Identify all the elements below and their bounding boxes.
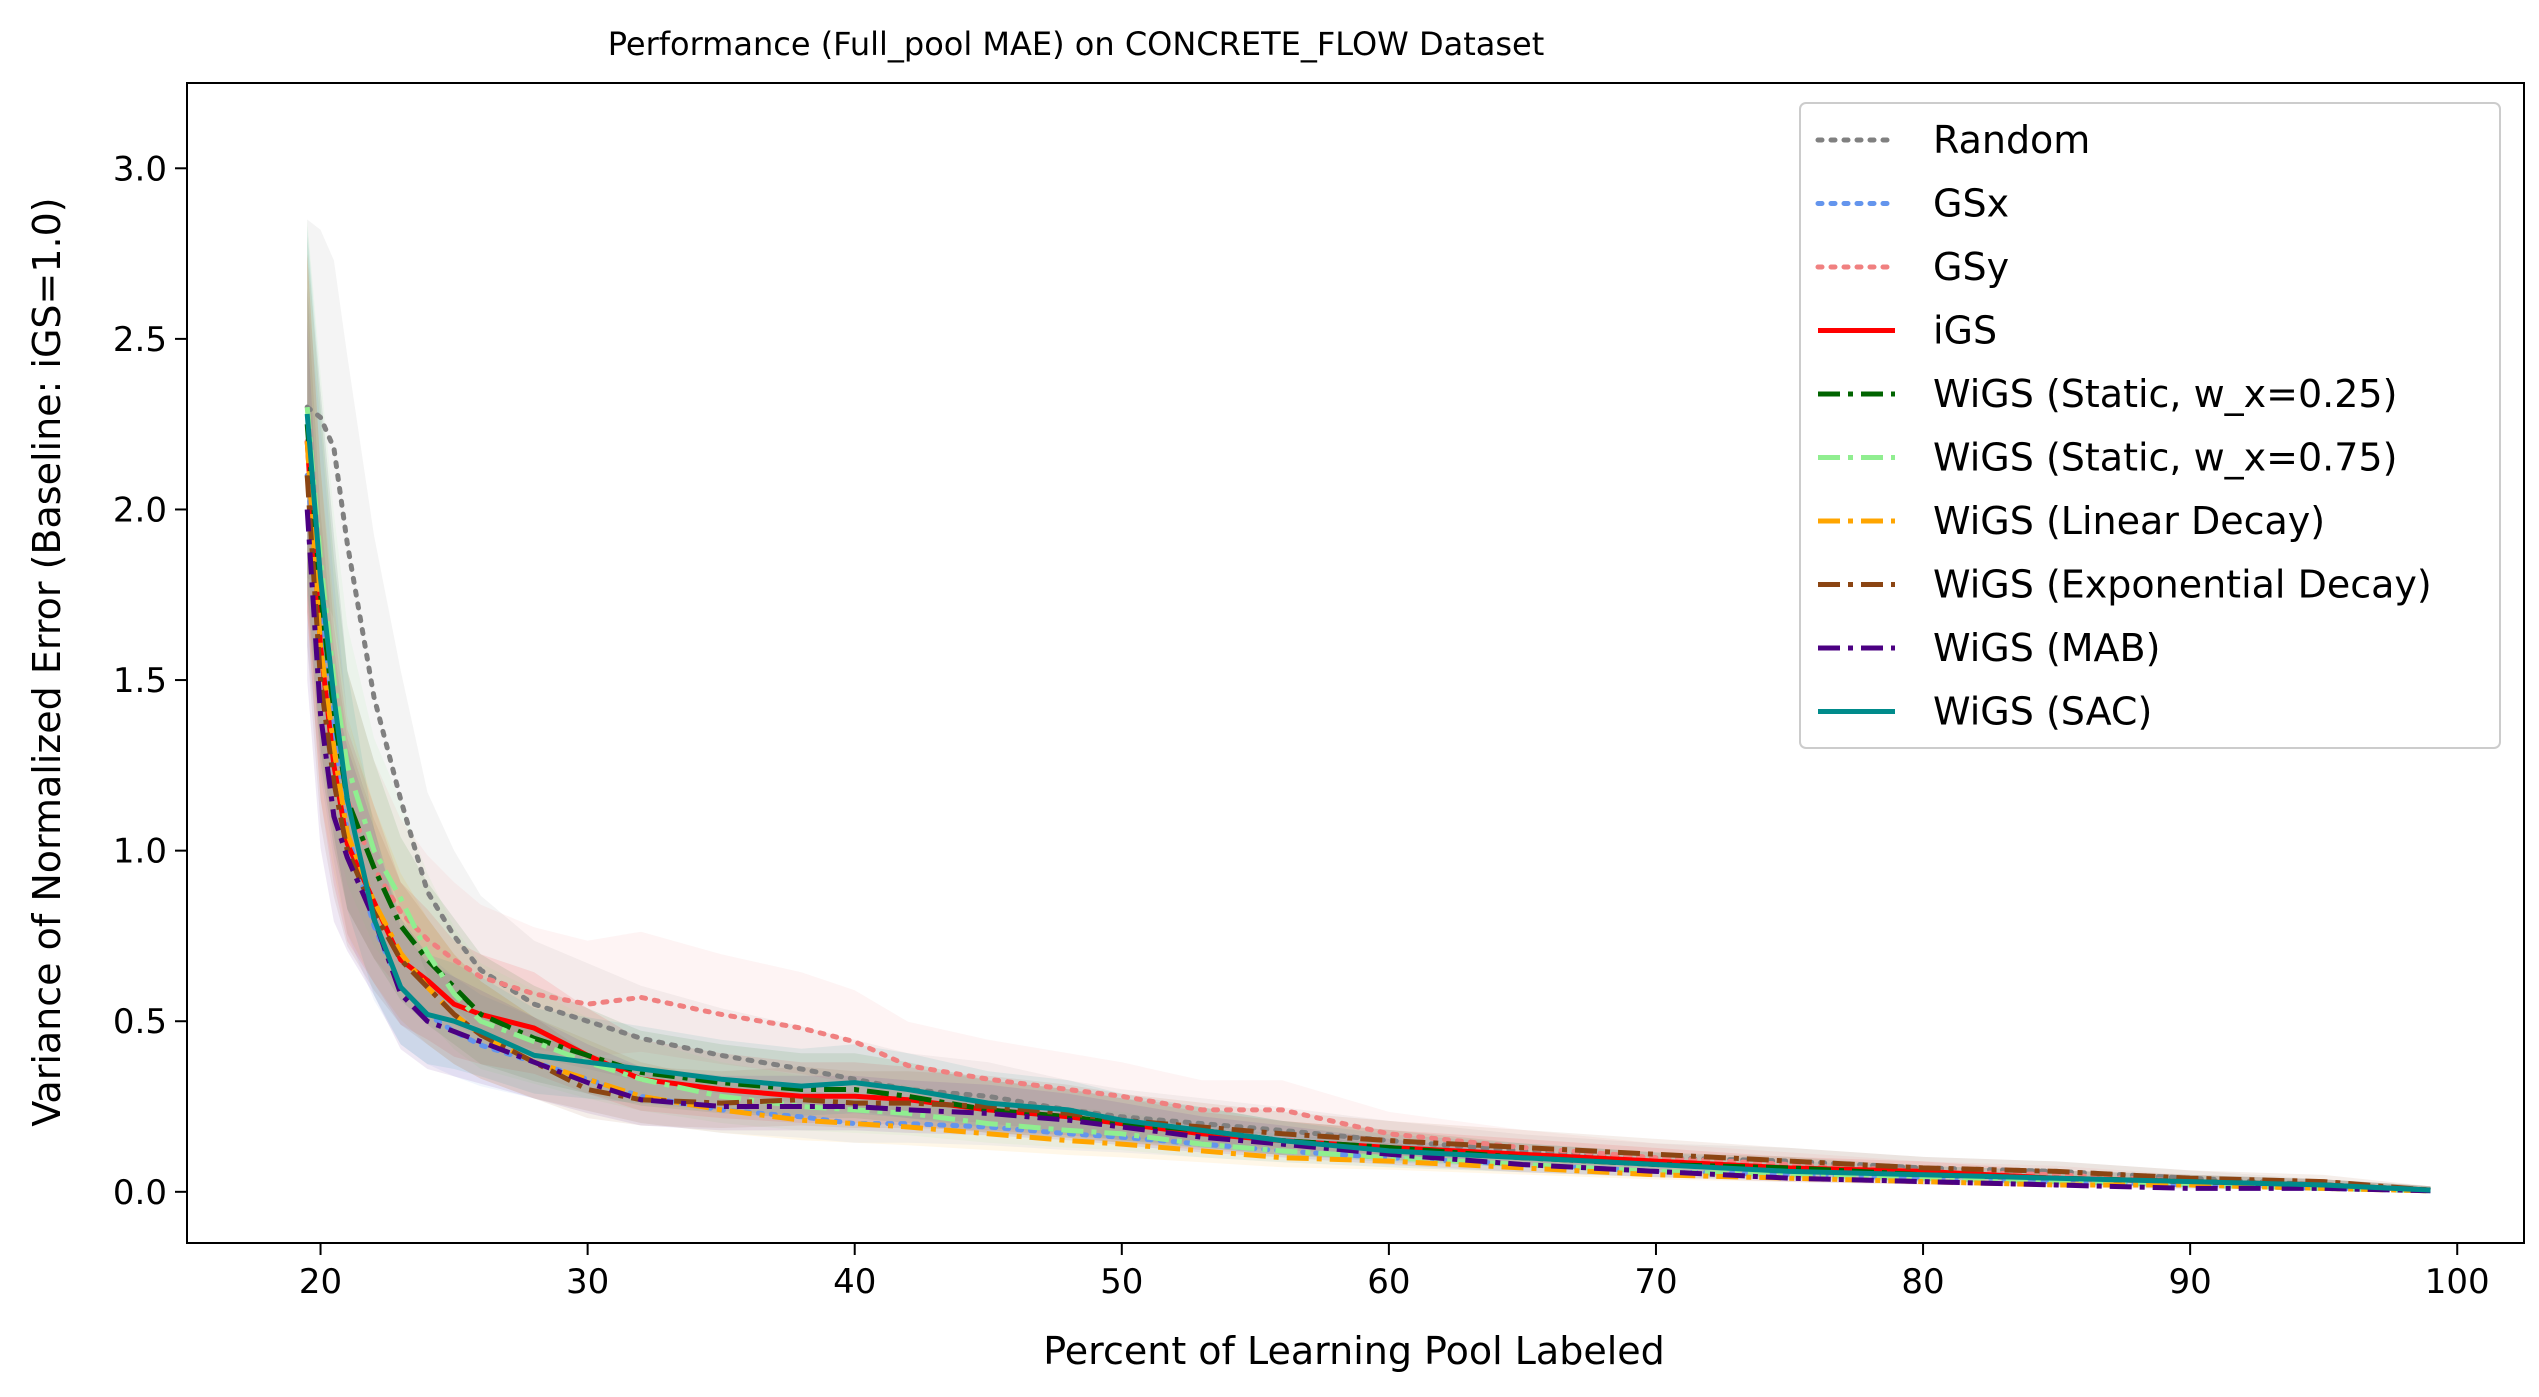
legend-label: WiGS (Linear Decay) bbox=[1933, 499, 2325, 543]
x-axis: 20 30 40 50 60 70 80 90 100 bbox=[299, 1243, 2490, 1302]
x-tick-label: 60 bbox=[1367, 1262, 1410, 1302]
plot-frame bbox=[186, 82, 2525, 1244]
x-tick-label: 100 bbox=[2425, 1262, 2490, 1302]
y-tick-label: 3.0 bbox=[113, 149, 167, 189]
legend-label: WiGS (MAB) bbox=[1933, 626, 2160, 670]
series-line bbox=[304, 406, 2431, 1194]
series-lines bbox=[304, 404, 2433, 1194]
chart-title: Performance (Full_pool MAE) on CONCRETE_… bbox=[608, 25, 1545, 63]
x-tick-label: 80 bbox=[1901, 1262, 1944, 1302]
x-axis-label: Percent of Learning Pool Labeled bbox=[1043, 1329, 1665, 1373]
legend: Random GSx GSy iGS WiGS (Static, w_x=0.25) Wi… bbox=[1799, 102, 2501, 749]
y-tick-label: 1.0 bbox=[113, 832, 167, 872]
legend-label: iGS bbox=[1933, 309, 1997, 353]
legend-label: WiGS (Static, w_x=0.25) bbox=[1933, 372, 2397, 416]
x-tick-label: 20 bbox=[299, 1262, 342, 1302]
legend-label: Random bbox=[1933, 118, 2090, 162]
series-line bbox=[304, 413, 2431, 1193]
legend-label: WiGS (Static, w_x=0.75) bbox=[1933, 436, 2397, 480]
legend-label: WiGS (Exponential Decay) bbox=[1933, 563, 2432, 607]
y-tick-label: 2.5 bbox=[113, 320, 167, 360]
x-tick-label: 40 bbox=[833, 1262, 876, 1302]
y-tick-label: 2.0 bbox=[113, 490, 167, 530]
x-tick-label: 50 bbox=[1100, 1262, 1143, 1302]
x-tick-label: 30 bbox=[566, 1262, 609, 1302]
series-line bbox=[304, 438, 2433, 1193]
y-axis: 0.0 0.5 1.0 1.5 2.0 2.5 3.0 bbox=[113, 149, 187, 1213]
legend-label: GSx bbox=[1933, 182, 2009, 226]
legend-label: WiGS (SAC) bbox=[1933, 690, 2152, 734]
y-tick-label: 0.0 bbox=[113, 1173, 167, 1213]
legend-label: GSy bbox=[1933, 245, 2009, 289]
x-tick-label: 90 bbox=[2169, 1262, 2212, 1302]
y-tick-label: 0.5 bbox=[113, 1002, 167, 1042]
legend-box bbox=[1799, 102, 2501, 749]
y-axis-label: Variance of Normalized Error (Baseline: … bbox=[25, 197, 69, 1126]
y-tick-label: 1.5 bbox=[113, 661, 167, 701]
series-line bbox=[304, 424, 2431, 1193]
series-line bbox=[304, 475, 2431, 1193]
x-tick-label: 70 bbox=[1634, 1262, 1677, 1302]
